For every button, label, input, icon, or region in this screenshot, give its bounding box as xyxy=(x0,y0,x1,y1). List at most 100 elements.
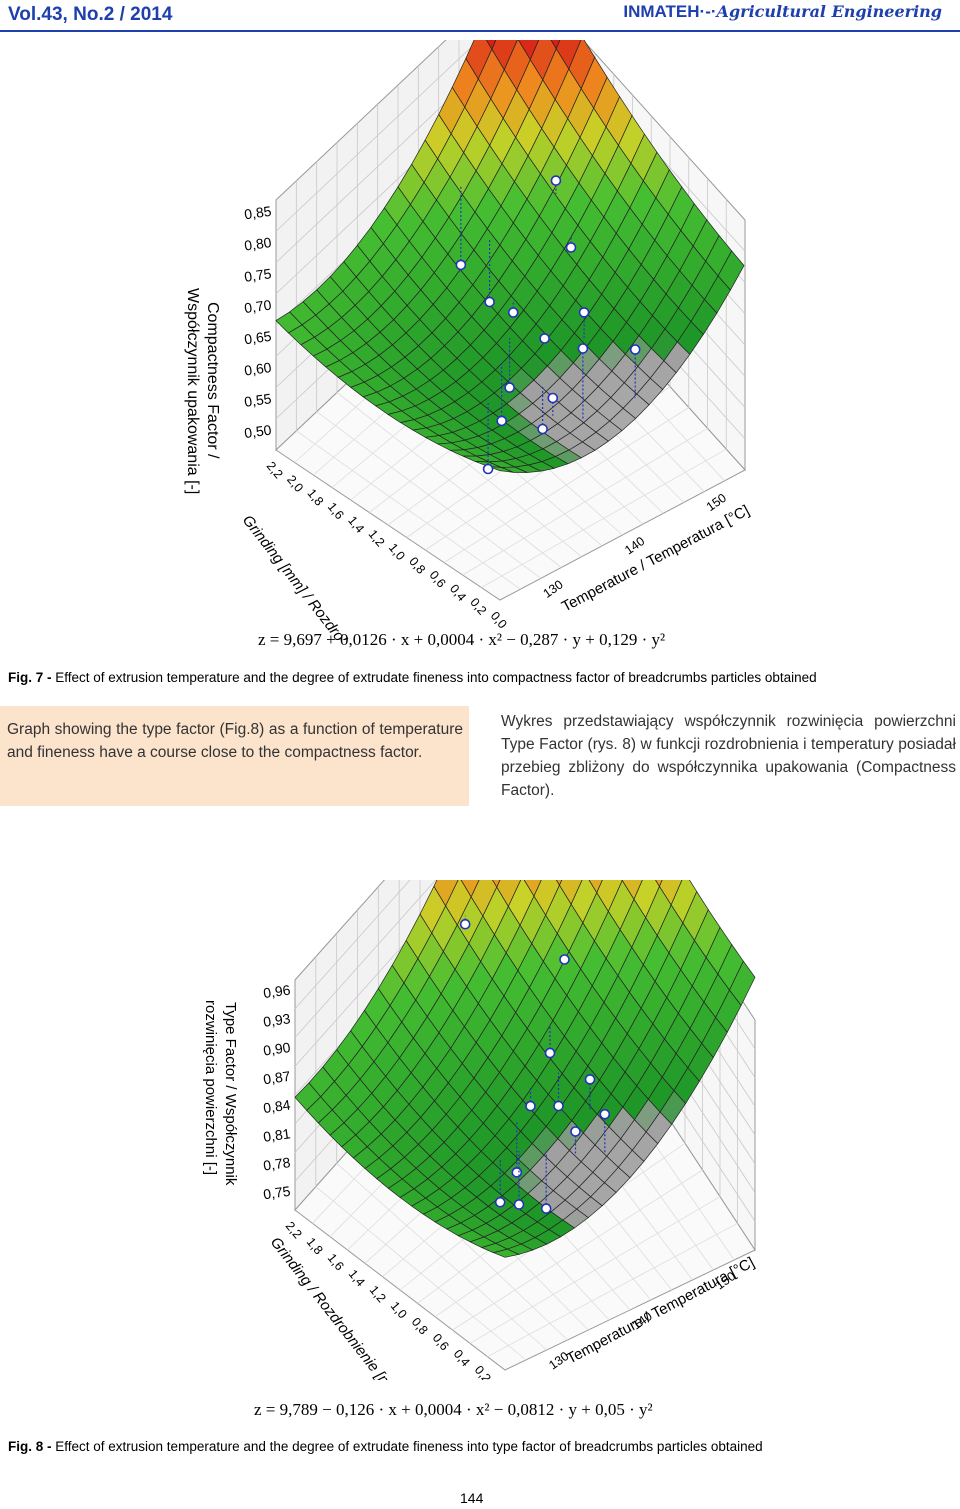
data-point-marker xyxy=(578,307,590,318)
grinding-tick-label: 2,2 xyxy=(283,1219,305,1241)
data-point-marker xyxy=(599,1108,611,1120)
data-point-marker xyxy=(507,307,519,318)
paragraph-english: Graph showing the type factor (Fig.8) as… xyxy=(0,706,469,806)
journal-title: INMATEH·-·Agricultural Engineering xyxy=(623,2,942,22)
z-tick-label: 0,80 xyxy=(243,234,272,254)
grinding-tick-label: 1,2 xyxy=(366,527,388,549)
paragraph-polish: Wykres przedstawiający współczynnik rozw… xyxy=(501,713,956,799)
surface-cell xyxy=(275,311,303,334)
figure-7-caption: Fig. 7 - Effect of extrusion temperature… xyxy=(8,670,817,685)
figure-7-caption-text: Effect of extrusion temperature and the … xyxy=(51,670,817,685)
temperature-tick-label: 150 xyxy=(704,491,729,514)
surface-cell xyxy=(555,880,563,886)
data-point-marker xyxy=(511,1167,523,1178)
grinding-tick-label: 1,8 xyxy=(304,486,326,508)
temperature-tick-label: 130 xyxy=(541,577,566,600)
data-point-marker xyxy=(559,954,570,965)
grinding-tick-label: 1,6 xyxy=(325,500,347,522)
figure-7-surface-plot: 0,500,550,600,650,700,750,800,850,00,20,… xyxy=(184,40,752,640)
data-point-marker xyxy=(550,175,562,186)
grinding-tick-label: 0,2 xyxy=(467,595,489,617)
grinding-tick-label: 0,8 xyxy=(409,1315,431,1337)
grinding-tick-label: 0,8 xyxy=(406,554,428,576)
z-tick-label: 0,55 xyxy=(243,390,272,410)
figure-8-caption: Fig. 8 - Effect of extrusion temperature… xyxy=(8,1439,763,1454)
grinding-tick-label: 1,2 xyxy=(367,1283,389,1305)
figure-7-equation: z = 9,697 + 0,0126 · x + 0,0004 · x² − 0… xyxy=(258,630,666,649)
z-tick-label: 0,96 xyxy=(262,981,291,1001)
grinding-tick-label: 0,0 xyxy=(488,609,510,631)
figure-7-z-axis-label-2: Współczynnik upakowania [-] xyxy=(184,288,201,494)
data-point-marker xyxy=(584,1074,596,1085)
grinding-tick-label: 0,0 xyxy=(493,1379,515,1380)
grid-line xyxy=(481,448,727,588)
journal-script-name: Agricultural Engineering xyxy=(716,2,942,21)
z-tick-label: 0,81 xyxy=(262,1125,291,1145)
data-point-marker xyxy=(547,392,559,404)
data-point-marker xyxy=(570,1126,581,1137)
data-point-marker xyxy=(482,463,494,475)
z-tick-label: 0,85 xyxy=(243,203,272,223)
z-tick-label: 0,90 xyxy=(262,1039,291,1059)
z-tick-label: 0,75 xyxy=(262,1183,291,1203)
figure-8-z-axis-label-1: Type Factor / Współczynnik xyxy=(222,1002,239,1186)
grid-line xyxy=(294,880,411,1010)
grinding-tick-label: 1,4 xyxy=(346,1267,368,1289)
grinding-tick-label: 1,8 xyxy=(304,1235,326,1257)
z-tick-label: 0,84 xyxy=(262,1096,291,1116)
z-tick-label: 0,75 xyxy=(243,265,272,285)
data-point-marker xyxy=(484,296,495,308)
grinding-tick-label: 0,4 xyxy=(447,582,469,604)
figure-7-caption-label: Fig. 7 - xyxy=(8,670,52,685)
journal-prefix: INMATEH·-· xyxy=(623,2,717,21)
surface-cell xyxy=(294,1082,322,1111)
data-point-marker xyxy=(494,1196,506,1208)
data-point-marker xyxy=(459,918,471,930)
data-point-marker xyxy=(525,1100,536,1112)
grinding-tick-label: 0,4 xyxy=(451,1347,473,1369)
data-point-marker xyxy=(537,423,548,435)
z-tick-label: 0,50 xyxy=(243,421,272,441)
figure-8-z-axis-label-2: rozwinięcia powierzchni [-] xyxy=(202,1000,219,1175)
z-tick-label: 0,65 xyxy=(243,328,272,348)
data-point-marker xyxy=(577,343,589,354)
figure-8-caption-text: Effect of extrusion temperature and the … xyxy=(51,1439,763,1454)
z-tick-label: 0,60 xyxy=(243,359,272,379)
data-point-marker xyxy=(544,1047,556,1059)
page-number: 144 xyxy=(460,1490,484,1506)
data-point-marker xyxy=(540,1203,552,1214)
z-tick-label: 0,70 xyxy=(243,296,272,316)
grinding-tick-label: 1,0 xyxy=(388,1299,410,1321)
figure-8-caption-label: Fig. 8 - xyxy=(8,1439,52,1454)
figure-7-z-axis-label-1: Compactness Factor / xyxy=(204,302,221,459)
figure-7-points xyxy=(455,175,641,475)
grid-line xyxy=(487,1222,738,1358)
grinding-tick-label: 1,6 xyxy=(325,1251,347,1273)
figure-8-surface-plot: 0,750,780,810,840,870,900,930,960,00,20,… xyxy=(202,880,757,1380)
data-point-marker xyxy=(565,242,577,253)
grid-line xyxy=(275,40,480,232)
grinding-tick-label: 0,2 xyxy=(472,1363,494,1380)
data-point-marker xyxy=(496,415,507,427)
figure-8-surface xyxy=(294,880,756,1258)
grinding-tick-label: 2,0 xyxy=(284,473,306,495)
data-point-marker xyxy=(513,1199,525,1210)
figure-8-ticks: 0,750,780,810,840,870,900,930,960,00,20,… xyxy=(262,981,738,1380)
data-point-marker xyxy=(504,382,515,393)
header-rule xyxy=(0,30,960,32)
z-tick-label: 0,78 xyxy=(262,1154,291,1174)
journal-volume: Vol.43, No.2 / 2014 xyxy=(8,4,173,25)
grinding-tick-label: 1,4 xyxy=(345,513,367,535)
data-point-marker xyxy=(455,259,467,271)
temperature-tick-label: 140 xyxy=(622,534,647,557)
grinding-tick-label: 1,0 xyxy=(386,541,408,563)
figure-8-equation: z = 9,789 − 0,126 · x + 0,0004 · x² − 0,… xyxy=(254,1400,653,1419)
grinding-tick-label: 0,6 xyxy=(430,1331,452,1353)
z-tick-label: 0,87 xyxy=(262,1068,291,1088)
figure-8-points xyxy=(459,915,611,1214)
data-point-marker xyxy=(629,344,641,355)
grinding-tick-label: 2,2 xyxy=(264,459,286,481)
grid-line xyxy=(294,880,437,1038)
data-point-marker xyxy=(553,1100,564,1112)
grinding-tick-label: 0,6 xyxy=(427,568,449,590)
